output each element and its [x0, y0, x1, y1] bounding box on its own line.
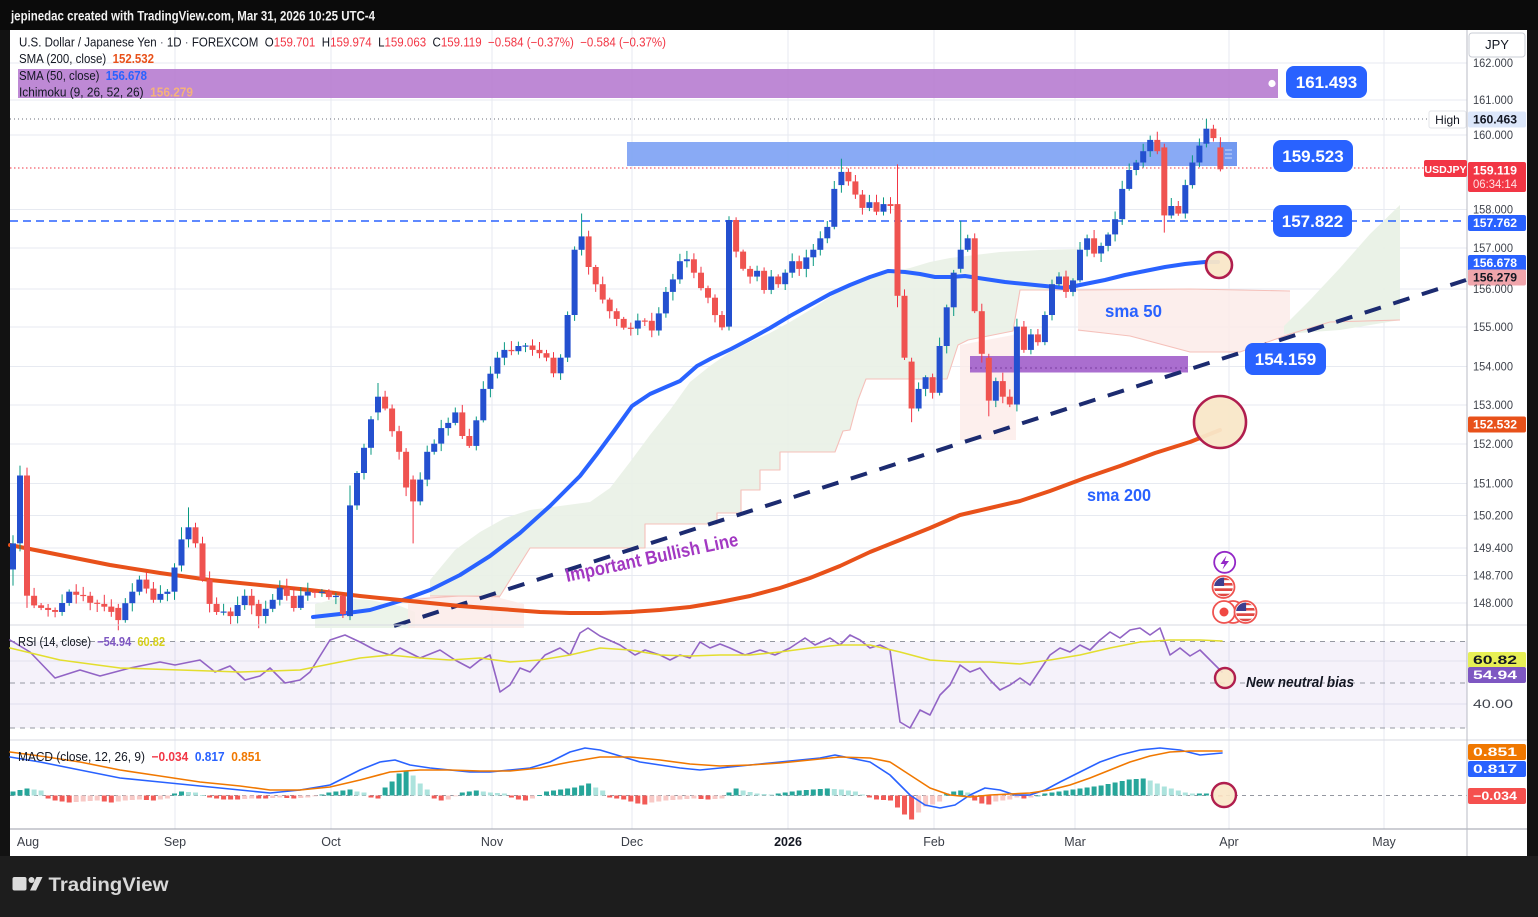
svg-text:USDJPY: USDJPY — [1424, 164, 1466, 176]
svg-text:157.822: 157.822 — [1282, 212, 1343, 231]
svg-text:−0.034: −0.034 — [1473, 789, 1517, 803]
svg-text:Dec: Dec — [621, 835, 643, 849]
svg-text:54.94: 54.94 — [1473, 668, 1517, 682]
svg-text:152.000: 152.000 — [1473, 437, 1513, 451]
svg-text:U.S. Dollar / Japanese Yen · 1: U.S. Dollar / Japanese Yen · 1D · FOREXC… — [19, 36, 666, 50]
svg-text:06:34:14: 06:34:14 — [1473, 179, 1518, 191]
svg-text:153.000: 153.000 — [1473, 398, 1513, 412]
svg-text:149.400: 149.400 — [1473, 541, 1513, 555]
svg-text:155.000: 155.000 — [1473, 320, 1513, 334]
svg-text:162.000: 162.000 — [1473, 56, 1513, 70]
svg-text:156.000: 156.000 — [1473, 282, 1513, 296]
svg-text:MACD (close, 12, 26, 9) −0.03: MACD (close, 12, 26, 9) −0.034 0.817 0.8… — [18, 750, 261, 764]
svg-text:High: High — [1435, 113, 1460, 127]
svg-text:148.000: 148.000 — [1473, 596, 1513, 610]
svg-text:SMA (200, close) 152.532: SMA (200, close) 152.532 — [19, 52, 154, 66]
svg-text:161.000: 161.000 — [1473, 93, 1513, 107]
svg-text:sma 50: sma 50 — [1105, 301, 1162, 321]
svg-text:159.523: 159.523 — [1282, 147, 1343, 166]
svg-text:159.119: 159.119 — [1473, 164, 1517, 178]
svg-text:New neutral bias: New neutral bias — [1246, 674, 1354, 691]
svg-text:JPY: JPY — [1485, 37, 1509, 52]
svg-text:Oct: Oct — [321, 835, 341, 849]
svg-text:154.000: 154.000 — [1473, 360, 1513, 374]
svg-text:161.493: 161.493 — [1296, 73, 1357, 92]
svg-text:157.000: 157.000 — [1473, 241, 1513, 255]
svg-text:40.00: 40.00 — [1473, 697, 1513, 711]
svg-text:Ichimoku (9, 26, 52, 26) 156.: Ichimoku (9, 26, 52, 26) 156.279 — [19, 86, 193, 100]
svg-text:TradingView: TradingView — [49, 874, 170, 896]
svg-text:RSI (14, close) −54.94 60.82: RSI (14, close) −54.94 60.82 — [18, 635, 165, 649]
svg-text:156.678: 156.678 — [1473, 256, 1517, 270]
svg-text:160.000: 160.000 — [1473, 128, 1513, 142]
svg-text:148.700: 148.700 — [1473, 569, 1513, 583]
svg-text:154.159: 154.159 — [1255, 350, 1316, 369]
svg-text:Nov: Nov — [481, 835, 504, 849]
svg-text:Mar: Mar — [1064, 835, 1086, 849]
svg-text:157.762: 157.762 — [1473, 216, 1517, 230]
svg-text:158.000: 158.000 — [1473, 203, 1513, 217]
svg-text:150.200: 150.200 — [1473, 509, 1513, 523]
svg-text:Feb: Feb — [923, 835, 945, 849]
svg-text:SMA (50, close) 156.678: SMA (50, close) 156.678 — [19, 69, 147, 83]
svg-text:0.817: 0.817 — [1473, 762, 1517, 776]
svg-text:May: May — [1372, 835, 1396, 849]
svg-text:60.82: 60.82 — [1473, 653, 1517, 667]
svg-text:sma 200: sma 200 — [1087, 485, 1151, 505]
svg-text:151.000: 151.000 — [1473, 477, 1513, 491]
svg-text:160.463: 160.463 — [1473, 113, 1517, 127]
svg-text:Aug: Aug — [17, 835, 39, 849]
svg-text:152.532: 152.532 — [1473, 418, 1517, 432]
svg-text:0.851: 0.851 — [1473, 745, 1517, 759]
svg-text:jepinedac created with Trading: jepinedac created with TradingView.com, … — [10, 8, 375, 24]
svg-text:Apr: Apr — [1219, 835, 1238, 849]
svg-text:Sep: Sep — [164, 835, 186, 849]
svg-text:156.279: 156.279 — [1473, 271, 1517, 285]
svg-text:2026: 2026 — [774, 835, 802, 849]
